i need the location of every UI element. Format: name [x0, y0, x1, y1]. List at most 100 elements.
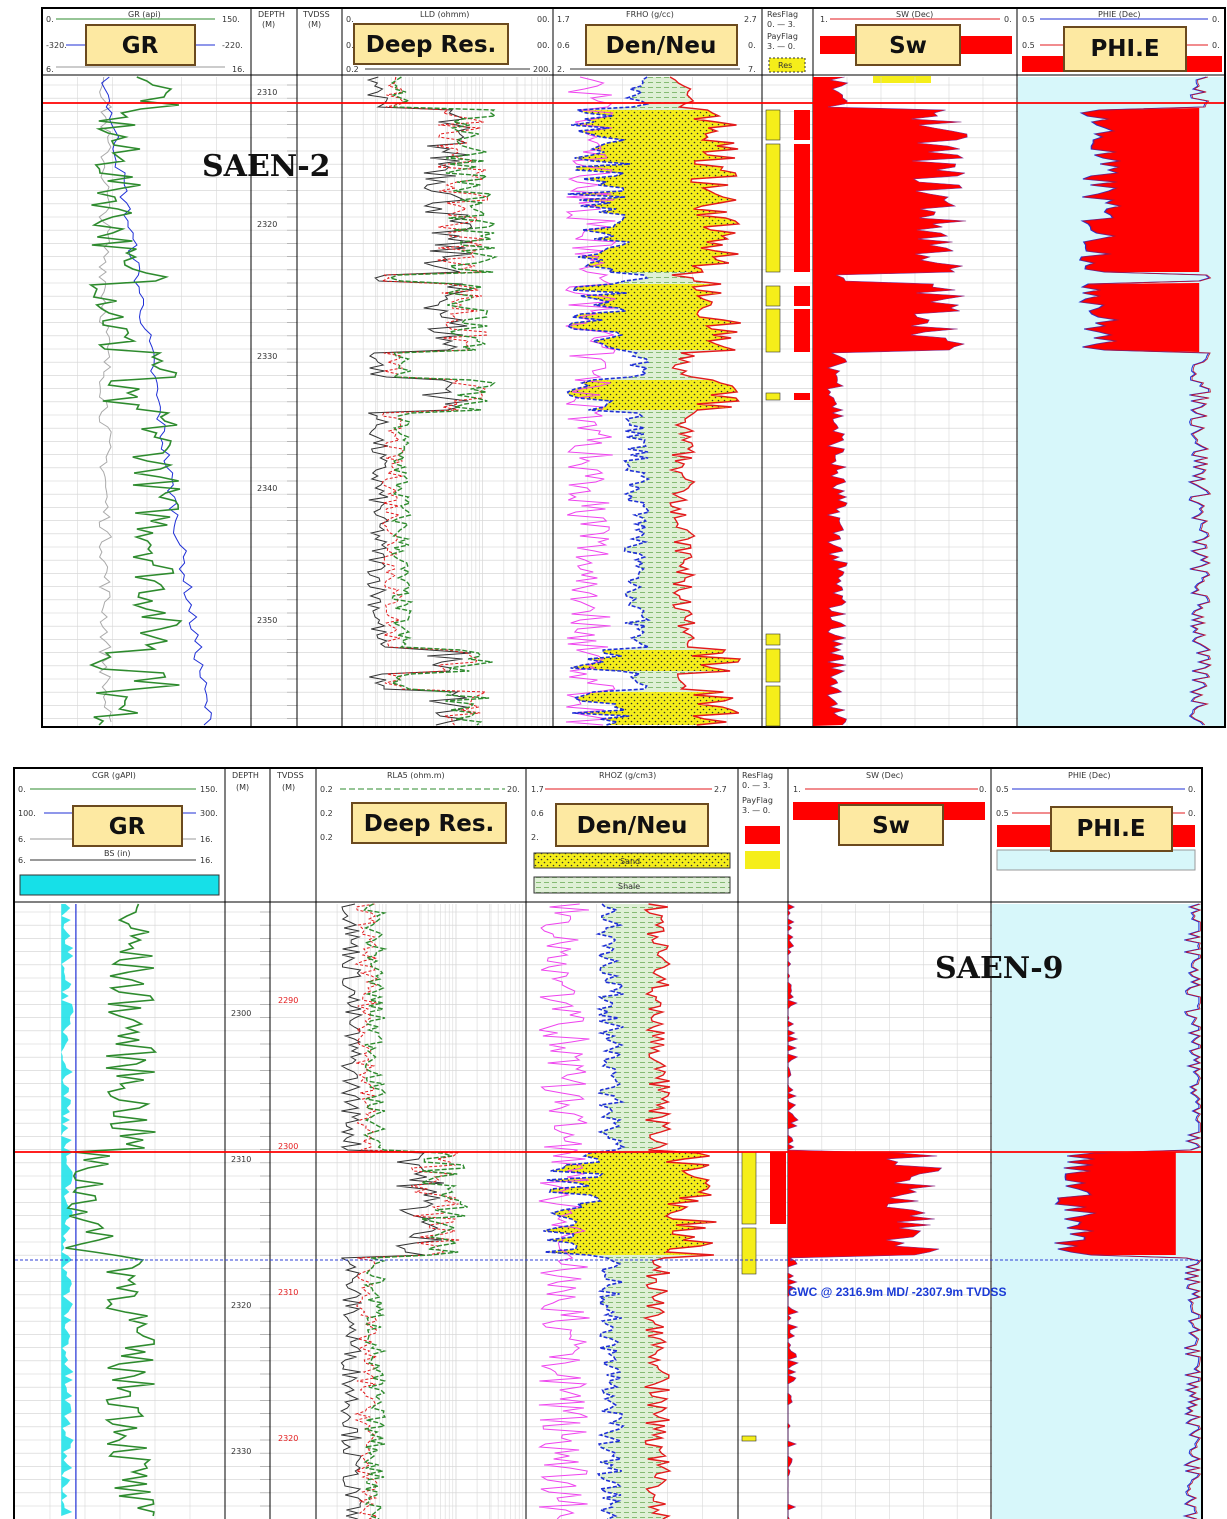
- res-scale-min-3: 0.2: [346, 65, 359, 74]
- phie-fill: [1079, 283, 1200, 352]
- res-track-header: RLA5 (ohm.m) 0.2 20. 0.2 0.2: [320, 771, 520, 842]
- gr-callout: GR: [72, 805, 183, 847]
- deep-res-curve: [388, 76, 499, 726]
- res-track-title: RLA5 (ohm.m): [387, 771, 445, 780]
- denneu-scale-min-3: 2.: [531, 833, 539, 842]
- depth-label: 2340: [257, 484, 277, 493]
- shallow-res-curve: [366, 76, 473, 726]
- caliper-curve: [98, 76, 113, 723]
- gr-callout: GR: [85, 24, 196, 66]
- res-scale-min-2: 0.: [346, 41, 354, 50]
- sw-track-title: SW (Dec): [866, 771, 903, 780]
- denneu-scale-max-3: 7.: [748, 65, 756, 74]
- phie-fill: [1079, 108, 1200, 272]
- phie-scale-max-2: 0.: [1188, 809, 1196, 818]
- res-flag: [765, 392, 781, 401]
- res-callout: Deep Res.: [353, 23, 509, 65]
- res-scale-max-1: 00.: [537, 15, 550, 24]
- density-curve: [668, 76, 742, 726]
- depth-unit: (M): [262, 20, 275, 29]
- resflag-scale: 0. — 3.: [742, 781, 770, 790]
- denneu-track-title: FRHO (g/cc): [626, 10, 674, 19]
- gr-scale-min-1: 0.: [46, 15, 54, 24]
- res-scale-min-1: 0.2: [320, 785, 333, 794]
- denneu-scale-max-1: 2.7: [744, 15, 757, 24]
- gr-track-title: CGR (gAPI): [92, 771, 136, 780]
- sw-curve: [826, 76, 968, 726]
- res-track-header: LLD (ohmm) 0. 00. 0. 00. 0.2 200.: [346, 10, 551, 74]
- res-flag: [765, 143, 781, 273]
- tvdss-unit: (M): [308, 20, 321, 29]
- phie-scale-max-2: 0.: [1212, 41, 1220, 50]
- res-flag: [741, 1435, 757, 1442]
- well-panel-saen-2: GR (api) 0. 150. -320. -220. 6. 16. DEPT…: [41, 7, 1226, 728]
- sand-fill: [543, 1153, 717, 1255]
- resflag-title: ResFlag: [742, 771, 773, 780]
- res-track-title: LLD (ohmm): [420, 10, 469, 19]
- phit-curve: [1055, 903, 1202, 1519]
- gr-sub-title: BS (in): [104, 849, 131, 858]
- medium-res-curve: [381, 76, 489, 726]
- depth-unit: (M): [236, 783, 249, 792]
- pay-flag: [794, 110, 810, 140]
- denneu-scale-min-2: 0.6: [557, 41, 570, 50]
- phie-track-title: PHIE (Dec): [1098, 10, 1141, 19]
- depth-label: 2330: [257, 352, 277, 361]
- phie-scale-min-2: 0.5: [1022, 41, 1035, 50]
- sw-scale-min: 1.: [793, 785, 801, 794]
- depth-label: 2330: [231, 1447, 251, 1456]
- payflag-scale: 3. — 0.: [767, 42, 795, 51]
- denneu-scale-min-1: 1.7: [557, 15, 570, 24]
- pay-flag: [770, 1152, 786, 1224]
- gr-track-title: GR (api): [128, 10, 161, 19]
- res-flag: [765, 285, 781, 307]
- shale-legend-swatch: [533, 876, 731, 894]
- depth-label: 2350: [257, 616, 277, 625]
- denneu-scale-max-2: 0.: [748, 41, 756, 50]
- res-callout: Deep Res.: [351, 802, 507, 844]
- sw-track-title: SW (Dec): [896, 10, 933, 19]
- phie-curve: [1078, 76, 1211, 726]
- phie-scale-max-1: 0.: [1188, 785, 1196, 794]
- phie-scale-min-1: 0.5: [996, 785, 1009, 794]
- denneu-scale-min-3: 2.: [557, 65, 565, 74]
- sand-legend-swatch: [533, 852, 731, 869]
- sp-curve: [101, 76, 212, 726]
- neutron-curve: [566, 76, 651, 726]
- gr-callout-text: GR: [109, 814, 146, 840]
- gr-scale-min-1: 0.: [18, 785, 26, 794]
- res-flag: [765, 633, 781, 646]
- pay-flag: [794, 393, 810, 400]
- denneu-callout: Den/Neu: [555, 803, 709, 847]
- resflag-legend-swatch: [745, 851, 780, 869]
- well-panel-saen-9: CGR (gAPI) 0. 150. 100. 300. 6. 16. BS (…: [13, 767, 1203, 1519]
- well-name-saen-2: SAEN-2: [202, 149, 331, 184]
- gr-track-header: GR (api) 0. 150. -320. -220. 6. 16.: [46, 10, 245, 74]
- denneu-track-header: FRHO (g/cc) 1.7 2.7 0.6 0. 2. 7.: [557, 10, 757, 74]
- phie-callout-text: PHI.E: [1090, 36, 1159, 62]
- gr-scale-max-1: 150.: [222, 15, 240, 24]
- resflag-scale: 0. — 3.: [767, 20, 795, 29]
- tvdss-label: 2300: [278, 1142, 298, 1151]
- gr-scale-min-3: 6.: [46, 65, 54, 74]
- res-flag: [765, 685, 781, 727]
- phie-callout-text: PHI.E: [1076, 816, 1145, 842]
- res-callout-text: Deep Res.: [364, 811, 495, 837]
- sw-scale-max: 0.: [1004, 15, 1012, 24]
- denneu-scale-min-1: 1.7: [531, 785, 544, 794]
- sw-curve: [787, 903, 943, 1519]
- depth-title: DEPTH: [258, 10, 285, 19]
- sw-callout: Sw: [855, 24, 961, 66]
- gr-scale-max-4: 16.: [200, 856, 213, 865]
- res-scale-min-3: 0.2: [320, 833, 333, 842]
- sw-fill: [788, 904, 942, 1519]
- depth-label: 2300: [231, 1009, 251, 1018]
- phie-scale-min-1: 0.5: [1022, 15, 1035, 24]
- res-flag: [765, 648, 781, 683]
- res-scale-min-2: 0.2: [320, 809, 333, 818]
- sw-fill: [813, 77, 968, 726]
- flag-track-header: ResFlag 0. — 3. PayFlag 3. — 0.: [742, 771, 780, 869]
- gr-scale-min-4: 6.: [18, 856, 26, 865]
- payflag-scale: 3. — 0.: [742, 806, 770, 815]
- sw-callout-text: Sw: [889, 33, 927, 59]
